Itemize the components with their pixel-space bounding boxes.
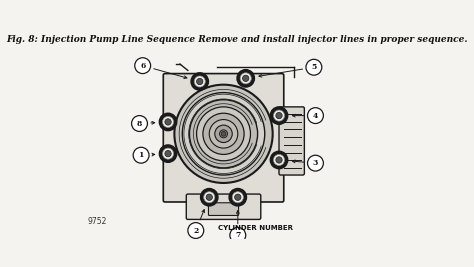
Circle shape	[159, 145, 177, 162]
Circle shape	[240, 73, 251, 84]
Circle shape	[229, 189, 246, 206]
FancyBboxPatch shape	[163, 74, 284, 202]
Text: 5: 5	[311, 63, 317, 71]
Text: CYLINDER NUMBER: CYLINDER NUMBER	[218, 225, 293, 231]
Circle shape	[219, 130, 228, 138]
Circle shape	[203, 113, 244, 154]
Circle shape	[190, 100, 257, 168]
Text: 8: 8	[137, 120, 142, 128]
Circle shape	[201, 189, 218, 206]
Circle shape	[237, 70, 255, 87]
Text: 9752: 9752	[87, 217, 107, 226]
Circle shape	[159, 113, 177, 131]
Circle shape	[215, 125, 232, 143]
Text: 2: 2	[193, 226, 199, 234]
Text: 7: 7	[235, 231, 240, 239]
Circle shape	[174, 85, 273, 183]
Circle shape	[163, 116, 173, 127]
Circle shape	[133, 147, 149, 163]
Circle shape	[132, 116, 147, 131]
Circle shape	[270, 107, 288, 124]
Circle shape	[221, 131, 226, 136]
Circle shape	[197, 107, 250, 161]
Circle shape	[276, 157, 282, 163]
Circle shape	[165, 151, 171, 157]
Circle shape	[191, 73, 209, 90]
Text: 6: 6	[140, 62, 146, 70]
Circle shape	[182, 93, 265, 175]
FancyBboxPatch shape	[186, 194, 261, 219]
Circle shape	[165, 119, 171, 125]
Circle shape	[206, 194, 212, 201]
Text: 1: 1	[138, 151, 144, 159]
Text: 3: 3	[313, 159, 318, 167]
Circle shape	[273, 154, 284, 166]
Text: Fig. 8: Injection Pump Line Sequence Remove and install injector lines in proper: Fig. 8: Injection Pump Line Sequence Rem…	[6, 35, 468, 44]
Circle shape	[197, 78, 203, 85]
FancyBboxPatch shape	[279, 107, 304, 175]
Circle shape	[243, 75, 249, 81]
Circle shape	[273, 110, 284, 121]
Circle shape	[163, 148, 173, 159]
Circle shape	[308, 108, 323, 124]
Circle shape	[204, 192, 215, 203]
Circle shape	[232, 192, 243, 203]
Circle shape	[230, 227, 246, 243]
Circle shape	[235, 194, 241, 201]
Circle shape	[194, 76, 205, 87]
FancyBboxPatch shape	[209, 203, 238, 215]
Circle shape	[188, 223, 204, 238]
Circle shape	[308, 155, 323, 171]
Circle shape	[209, 120, 238, 148]
Circle shape	[306, 59, 322, 75]
Circle shape	[276, 112, 282, 119]
Text: 4: 4	[313, 112, 318, 120]
Circle shape	[270, 151, 288, 169]
Circle shape	[135, 58, 151, 74]
